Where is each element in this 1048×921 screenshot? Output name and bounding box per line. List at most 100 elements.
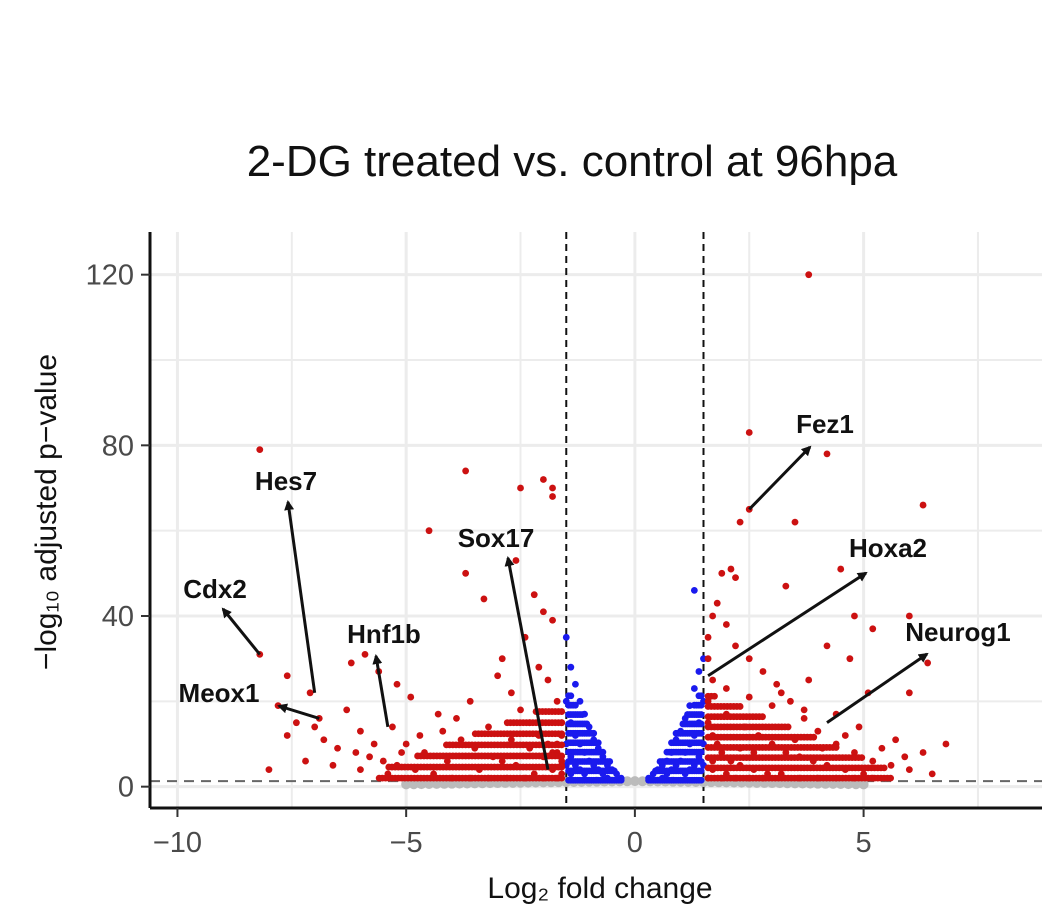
red-point	[880, 764, 888, 772]
gene-arrow	[504, 556, 550, 770]
grey-point	[629, 776, 640, 787]
small-fold-change-points	[562, 587, 707, 784]
gene-arrow	[826, 652, 929, 724]
red-point	[539, 608, 547, 616]
red-point	[704, 697, 712, 705]
y-axis-title: −log₁₀ adjusted p−value	[30, 354, 63, 670]
blue-point	[565, 767, 572, 775]
red-point	[718, 749, 726, 756]
blue-point	[565, 692, 572, 700]
gene-label: Sox17	[458, 523, 535, 553]
red-point	[727, 565, 735, 573]
gene-label: Cdx2	[183, 574, 247, 604]
grey-point	[637, 776, 648, 787]
red-point	[905, 612, 913, 620]
red-point	[759, 668, 767, 675]
red-point	[398, 749, 405, 756]
red-point	[389, 723, 396, 731]
red-point	[768, 702, 776, 709]
blue-point	[565, 711, 572, 718]
red-point	[759, 713, 766, 721]
grey-point	[843, 779, 854, 790]
red-point	[810, 733, 818, 741]
red-point	[425, 527, 433, 535]
red-point	[750, 749, 758, 756]
red-point	[507, 689, 515, 697]
significant-points	[256, 271, 950, 782]
red-point	[732, 642, 739, 650]
red-point	[498, 757, 506, 765]
blue-point	[565, 758, 572, 765]
red-point	[791, 518, 799, 526]
red-point	[869, 757, 877, 765]
red-point	[393, 680, 401, 688]
red-point	[832, 744, 840, 751]
y-tick-label: 40	[102, 601, 134, 633]
blue-point	[697, 711, 705, 718]
gene-label: Neurog1	[905, 617, 1010, 647]
red-point	[905, 689, 913, 697]
red-point	[512, 557, 520, 564]
red-point	[709, 612, 717, 620]
red-point	[814, 727, 822, 735]
red-point	[736, 518, 744, 526]
red-point	[919, 501, 927, 509]
red-point	[366, 753, 373, 761]
gene-arrow	[372, 654, 390, 728]
red-point	[732, 574, 739, 581]
red-point	[306, 689, 314, 697]
blue-point	[697, 758, 705, 765]
red-point	[784, 723, 792, 731]
red-point	[878, 744, 886, 752]
red-point	[745, 693, 753, 701]
red-point	[485, 723, 492, 731]
red-point	[837, 565, 845, 573]
red-point	[869, 625, 877, 633]
x-tick-label: 0	[627, 827, 643, 859]
red-point	[352, 749, 360, 756]
blue-point	[697, 720, 705, 728]
gene-arrow	[284, 500, 317, 694]
gene-label: Meox1	[179, 678, 260, 708]
blue-point	[567, 663, 575, 671]
red-point	[736, 703, 744, 710]
blue-point	[565, 739, 572, 747]
red-point	[892, 736, 900, 744]
chart-title: 2-DG treated vs. control at 96hpa	[247, 137, 898, 186]
red-point	[471, 730, 479, 738]
red-point	[462, 467, 470, 475]
red-point	[855, 723, 863, 731]
grey-point	[858, 779, 869, 790]
red-point	[517, 484, 524, 492]
red-point	[745, 429, 753, 436]
grey-point	[850, 779, 861, 790]
red-point	[385, 763, 393, 771]
red-point	[745, 655, 753, 663]
blue-point	[695, 668, 703, 675]
red-point	[782, 582, 790, 590]
x-tick-label: −10	[153, 827, 202, 859]
threshold-lines	[150, 232, 1042, 808]
blue-point	[572, 680, 579, 688]
blue-point	[565, 748, 572, 756]
red-point	[928, 770, 936, 778]
red-point	[805, 676, 813, 684]
red-point	[453, 715, 460, 722]
gene-label: Fez1	[796, 409, 854, 439]
grey-point	[408, 779, 419, 790]
red-point	[718, 569, 726, 577]
red-point	[379, 757, 387, 765]
red-point	[283, 672, 291, 680]
red-point	[361, 651, 369, 658]
red-point	[466, 697, 474, 705]
x-tick-label: −5	[390, 827, 423, 859]
red-point	[503, 719, 511, 727]
gene-label: Hoxa2	[849, 533, 927, 563]
red-point	[334, 744, 341, 752]
red-point	[302, 757, 309, 765]
red-point	[343, 706, 351, 714]
red-point	[841, 732, 849, 739]
red-point	[887, 761, 895, 769]
red-point	[549, 616, 556, 624]
